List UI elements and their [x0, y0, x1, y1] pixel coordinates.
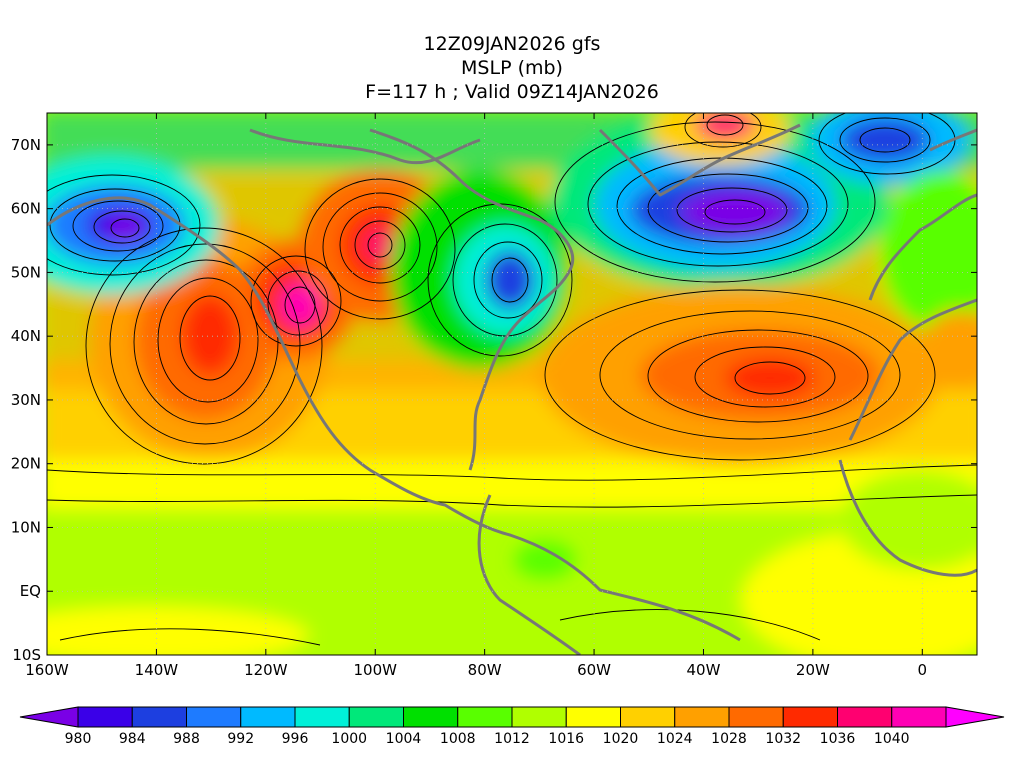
latitude-labels: 70N 60N 50N 40N 30N 20N 10N EQ 10S [11, 136, 41, 664]
colorbar-swatch [186, 706, 242, 728]
colorbar-min-arrow [19, 706, 79, 728]
graticule [47, 113, 977, 655]
lon-tick-label: 160W [25, 661, 69, 679]
lat-tick-label: 10N [11, 518, 41, 536]
axis-ticks [46, 113, 977, 656]
colorbar-swatch [457, 706, 513, 728]
lat-tick-label: 20N [11, 455, 41, 473]
colorbar-swatch [565, 706, 621, 728]
title-line-2: MSLP (mb) [461, 57, 563, 79]
lon-tick-label: 100W [354, 661, 398, 679]
colorbar-swatch [294, 706, 350, 728]
lon-tick-label: 120W [244, 661, 288, 679]
isobar-contours [47, 113, 977, 646]
lat-tick-label: 10S [12, 646, 41, 664]
lon-tick-label: 0 [918, 661, 928, 679]
pressure-field-shading [47, 113, 977, 655]
title-line-1: 12Z09JAN2026 gfs [423, 33, 601, 55]
colorbar-swatch [77, 706, 133, 728]
plot-frame [46, 112, 978, 656]
longitude-labels: 160W 140W 120W 100W 80W 60W 40W 20W 0 [25, 661, 927, 679]
colorbar-label: 1004 [386, 731, 422, 747]
lat-tick-label: 40N [11, 327, 41, 345]
colorbar-label: 1016 [548, 731, 584, 747]
lon-tick-label: 40W [687, 661, 721, 679]
colorbar-label: 980 [65, 731, 92, 747]
colorbar-label: 1000 [331, 731, 367, 747]
colorbar-max-arrow [945, 706, 1005, 728]
colorbar-swatch [674, 706, 730, 728]
colorbar-label: 992 [227, 731, 254, 747]
colorbar-label: 988 [173, 731, 200, 747]
colorbar-swatch [782, 706, 838, 728]
colorbar-swatch [348, 706, 404, 728]
lon-tick-label: 20W [796, 661, 830, 679]
colorbar-label: 1008 [440, 731, 476, 747]
colorbar-label: 996 [282, 731, 309, 747]
colorbar-swatch [891, 706, 947, 728]
colorbar-label: 1036 [820, 731, 856, 747]
lon-tick-label: 60W [577, 661, 611, 679]
lat-tick-label: 70N [11, 136, 41, 154]
colorbar-swatch [403, 706, 459, 728]
coastlines [47, 123, 977, 655]
colorbar: 980 984 988 992 996 1000 1004 1008 1012 1016 1020 1… [19, 706, 1005, 747]
colorbar-label: 1020 [603, 731, 639, 747]
pressure-field-plot [47, 113, 977, 655]
lon-tick-label: 80W [468, 661, 502, 679]
title-line-3: F=117 h ; Valid 09Z14JAN2026 [365, 81, 659, 103]
colorbar-label: 1040 [874, 731, 910, 747]
colorbar-label: 984 [119, 731, 146, 747]
lat-tick-label: 60N [11, 200, 41, 218]
lat-tick-label: 50N [11, 263, 41, 281]
colorbar-label: 1012 [494, 731, 530, 747]
colorbar-swatch [131, 706, 187, 728]
lat-tick-label: EQ [20, 582, 41, 600]
colorbar-swatch [620, 706, 676, 728]
colorbar-label: 1032 [765, 731, 801, 747]
lon-tick-label: 140W [135, 661, 179, 679]
colorbar-swatch [728, 706, 784, 728]
colorbar-label: 1024 [657, 731, 693, 747]
lat-tick-label: 30N [11, 391, 41, 409]
colorbar-swatch [511, 706, 567, 728]
colorbar-swatch [240, 706, 296, 728]
colorbar-label: 1028 [711, 731, 747, 747]
colorbar-swatch [837, 706, 893, 728]
